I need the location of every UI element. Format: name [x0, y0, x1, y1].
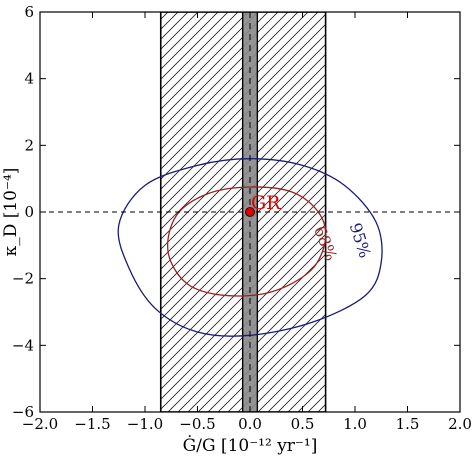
gr-point: [245, 207, 255, 217]
x-tick-label: 0.0: [238, 415, 262, 433]
ticks-layer: −2.0 −1.5 −1.0 −0.5 0.0 0.5 1.0 1.5 2.0 −6 −4 −2 0 2 4…: [12, 3, 472, 433]
y-tick-label: 4: [24, 70, 34, 88]
y-tick-label: 6: [24, 3, 34, 21]
y-tick-label: 2: [24, 136, 34, 154]
contour-label-1: 95%: [346, 220, 375, 260]
x-tick-label: 1.5: [396, 415, 420, 433]
y-tick-label: −2: [12, 270, 34, 288]
y-tick-label: −4: [12, 336, 34, 354]
x-tick-label: −0.5: [179, 415, 215, 433]
x-tick-label: 0.5: [291, 415, 315, 433]
x-tick-label: −2.0: [22, 415, 58, 433]
y-tick-label: −6: [12, 403, 34, 421]
x-tick-label: −1.5: [74, 415, 110, 433]
x-tick-label: 1.0: [343, 415, 367, 433]
x-tick-label: 2.0: [448, 415, 472, 433]
x-axis-label: Ġ/G [10⁻¹² yr⁻¹]: [183, 435, 318, 456]
x-tick-label: −1.0: [127, 415, 163, 433]
y-tick-label: 0: [24, 203, 34, 221]
markers-layer: GR: [245, 192, 281, 217]
contour-line-2: [167, 186, 327, 297]
y-axis-label: κ_D [10⁻⁴]: [1, 168, 21, 257]
gr-point-label: GR: [251, 192, 281, 214]
